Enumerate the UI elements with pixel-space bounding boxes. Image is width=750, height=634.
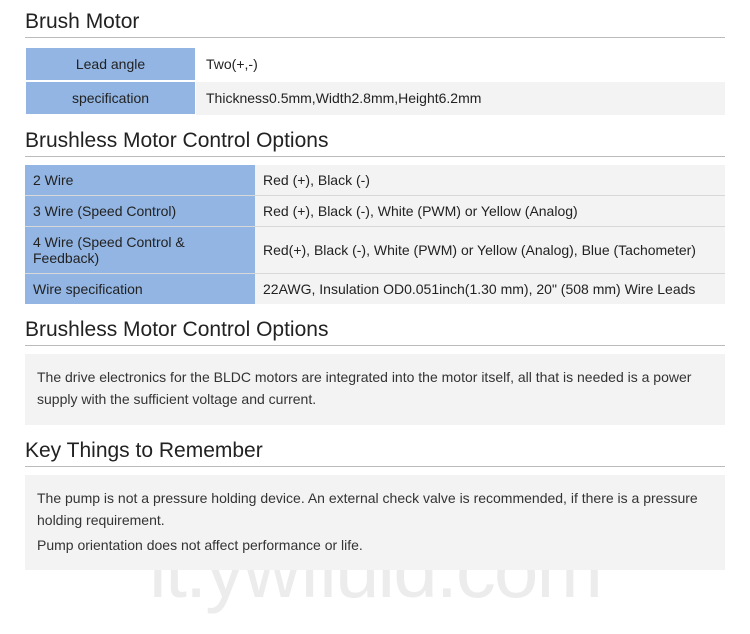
table-row: 2 Wire Red (+), Black (-) [25,165,725,196]
row-label: specification [26,81,196,115]
section4-title: Key Things to Remember [25,439,725,467]
table-row: 4 Wire (Speed Control & Feedback) Red(+)… [25,227,725,274]
row-label: Lead angle [26,47,196,81]
brush-motor-table: Lead angle Two(+,-) specification Thickn… [25,46,725,115]
row-value: 22AWG, Insulation OD0.051inch(1.30 mm), … [255,274,725,305]
table-row: Wire specification 22AWG, Insulation OD0… [25,274,725,305]
row-value: Thickness0.5mm,Width2.8mm,Height6.2mm [196,81,726,115]
section3-textbox: The drive electronics for the BLDC motor… [25,354,725,425]
table-row: specification Thickness0.5mm,Width2.8mm,… [26,81,726,115]
row-label: 3 Wire (Speed Control) [25,196,255,227]
section4-text1: The pump is not a pressure holding devic… [37,487,713,532]
row-value: Red (+), Black (-), White (PWM) or Yello… [255,196,725,227]
row-value: Two(+,-) [196,47,726,81]
row-label: Wire specification [25,274,255,305]
section3-title: Brushless Motor Control Options [25,318,725,346]
row-label: 2 Wire [25,165,255,196]
row-value: Red(+), Black (-), White (PWM) or Yellow… [255,227,725,274]
table-row: Lead angle Two(+,-) [26,47,726,81]
row-value: Red (+), Black (-) [255,165,725,196]
section1-title: Brush Motor [25,10,725,38]
brushless-options-table: 2 Wire Red (+), Black (-) 3 Wire (Speed … [25,165,725,304]
main-content: Brush Motor Lead angle Two(+,-) specific… [25,10,725,570]
section4-text2: Pump orientation does not affect perform… [37,534,713,556]
table-row: 3 Wire (Speed Control) Red (+), Black (-… [25,196,725,227]
section2-title: Brushless Motor Control Options [25,129,725,157]
section3-text: The drive electronics for the BLDC motor… [37,366,713,411]
row-label: 4 Wire (Speed Control & Feedback) [25,227,255,274]
section4-textbox: The pump is not a pressure holding devic… [25,475,725,570]
